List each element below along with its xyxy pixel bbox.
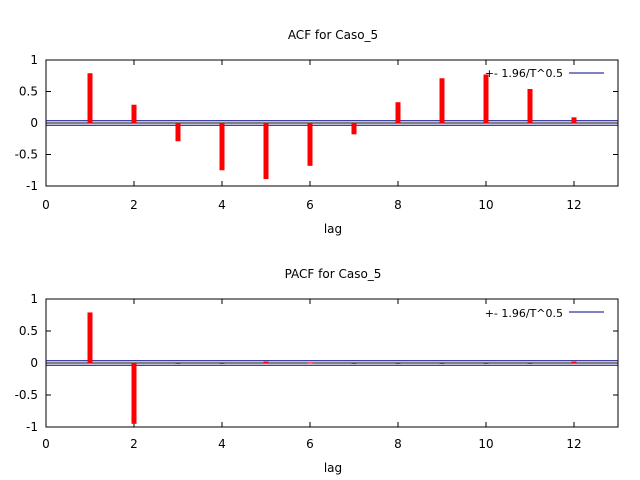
acf-y-ticks: 1 0.5 0 -0.5 -1 <box>15 53 38 193</box>
pacf-bar-lag-8 <box>395 363 401 364</box>
acf-bar-lag-11 <box>527 88 533 123</box>
pacf-xtick-label: 12 <box>566 437 581 451</box>
pacf-ytick-label: 0 <box>30 356 38 370</box>
pacf-bar-lag-7 <box>351 363 357 364</box>
acf-xtick-label: 6 <box>306 198 314 212</box>
pacf-bar-lag-1 <box>87 312 93 363</box>
pacf-x-axis-label: lag <box>324 461 342 475</box>
pacf-ytick-label: -1 <box>26 420 38 434</box>
pacf-panel: PACF for Caso_5 1 0.5 0 -0.5 -1 0 2 4 6 … <box>15 267 619 475</box>
acf-bar-lag-4 <box>219 123 225 171</box>
pacf-bar-lag-3 <box>175 363 181 364</box>
pacf-xtick-label: 2 <box>130 437 138 451</box>
acf-bar-lag-10 <box>483 74 489 123</box>
acf-bar-lag-8 <box>395 102 401 123</box>
acf-bar-lag-6 <box>307 123 313 166</box>
pacf-ytick-label: 0.5 <box>19 324 38 338</box>
pacf-ytick-label: 1 <box>30 292 38 306</box>
acf-bar-lag-2 <box>131 104 137 123</box>
acf-ytick-label: 0 <box>30 116 38 130</box>
pacf-bar-lag-12 <box>571 361 577 363</box>
acf-ytick-label: 1 <box>30 53 38 67</box>
acf-xtick-label: 2 <box>130 198 138 212</box>
acf-xtick-label: 8 <box>394 198 402 212</box>
acf-xtick-label: 12 <box>566 198 581 212</box>
acf-bar-lag-1 <box>87 73 93 123</box>
pacf-legend-label: +- 1.96/T^0.5 <box>485 307 563 320</box>
pacf-title: PACF for Caso_5 <box>285 267 382 281</box>
pacf-y-ticks: 1 0.5 0 -0.5 -1 <box>15 292 38 434</box>
acf-xtick-label: 10 <box>478 198 493 212</box>
pacf-xtick-label: 6 <box>306 437 314 451</box>
pacf-bar-lag-9 <box>439 363 445 364</box>
acf-bar-lag-9 <box>439 78 445 123</box>
acf-bar-lag-12 <box>571 117 577 123</box>
pacf-xtick-label: 4 <box>218 437 226 451</box>
acf-xtick-label: 4 <box>218 198 226 212</box>
pacf-xtick-label: 10 <box>478 437 493 451</box>
pacf-xtick-label: 0 <box>42 437 50 451</box>
acf-x-axis-label: lag <box>324 222 342 236</box>
pacf-xtick-label: 8 <box>394 437 402 451</box>
acf-ytick-label: -0.5 <box>15 148 38 162</box>
pacf-bar-lag-5 <box>263 361 269 363</box>
acf-bar-lag-3 <box>175 123 181 142</box>
acf-bar-lag-7 <box>351 123 357 135</box>
acf-x-ticks: 0 2 4 6 8 10 12 <box>42 198 581 212</box>
pacf-x-ticks: 0 2 4 6 8 10 12 <box>42 437 581 451</box>
pacf-bar-lag-2 <box>131 363 137 424</box>
pacf-bar-lag-4 <box>219 363 225 364</box>
acf-panel: ACF for Caso_5 1 0.5 0 -0.5 -1 0 2 4 6 8… <box>15 28 619 236</box>
pacf-ytick-label: -0.5 <box>15 388 38 402</box>
pacf-bar-lag-11 <box>527 363 533 364</box>
acf-ytick-label: 0.5 <box>19 85 38 99</box>
acf-bar-lag-5 <box>263 123 269 180</box>
acf-xtick-label: 0 <box>42 198 50 212</box>
pacf-bar-lag-10 <box>483 363 489 364</box>
acf-ytick-label: -1 <box>26 179 38 193</box>
acf-legend-label: +- 1.96/T^0.5 <box>485 67 563 80</box>
acf-title: ACF for Caso_5 <box>288 28 378 42</box>
pacf-bar-lag-6 <box>307 362 313 364</box>
